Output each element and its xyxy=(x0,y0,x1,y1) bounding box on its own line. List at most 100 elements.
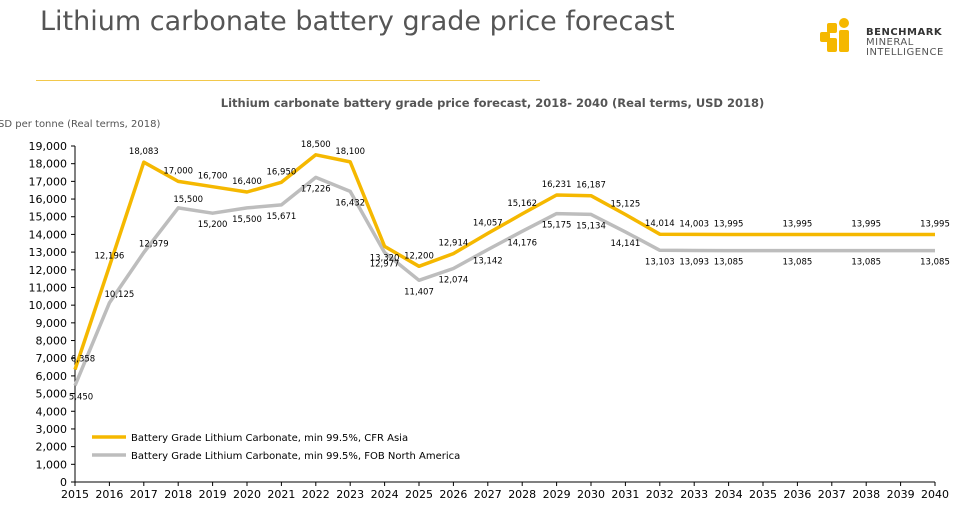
x-tick-label: 2038 xyxy=(852,488,880,501)
x-tick-label: 2032 xyxy=(646,488,674,501)
x-tick-label: 2039 xyxy=(887,488,915,501)
chart-legend: Battery Grade Lithium Carbonate, min 99.… xyxy=(92,433,460,462)
x-tick-label: 2040 xyxy=(921,488,949,501)
data-label: 13,320 xyxy=(370,253,400,263)
y-tick-label: 10,000 xyxy=(29,299,68,312)
y-tick-label: 3,000 xyxy=(36,423,68,436)
y-tick-label: 9,000 xyxy=(36,317,68,330)
benchmark-logo-icon xyxy=(820,18,849,52)
series-line-cfr-asia xyxy=(73,153,935,371)
data-label: 13,142 xyxy=(473,257,503,267)
data-label: 15,125 xyxy=(611,200,641,210)
x-tick-label: 2027 xyxy=(474,488,502,501)
legend-label-fob-na: Battery Grade Lithium Carbonate, min 99.… xyxy=(131,451,460,462)
y-tick-label: 16,000 xyxy=(29,193,68,206)
y-tick-label: 18,000 xyxy=(29,158,68,171)
data-label: 12,200 xyxy=(404,251,434,261)
series-lines xyxy=(73,153,935,387)
data-label: 13,995 xyxy=(920,220,950,230)
x-tick-label: 2022 xyxy=(302,488,330,501)
y-axis-ticks: 0 1,000 2,000 3,000 4,000 5,000 6,000 7,000 8,00… xyxy=(29,140,75,489)
y-tick-label: 14,000 xyxy=(29,228,68,241)
y-tick-label: 5,000 xyxy=(36,388,68,401)
data-label: 16,950 xyxy=(267,167,297,177)
data-label: 14,176 xyxy=(507,238,537,248)
data-label: 5,450 xyxy=(69,393,93,403)
y-tick-label: 2,000 xyxy=(36,441,68,454)
data-label: 15,500 xyxy=(232,215,262,225)
legend-label-cfr-asia: Battery Grade Lithium Carbonate, min 99.… xyxy=(131,433,408,444)
x-tick-label: 2030 xyxy=(577,488,605,501)
data-label: 18,100 xyxy=(335,147,365,157)
data-label: 16,400 xyxy=(232,177,262,187)
y-tick-label: 7,000 xyxy=(36,352,68,365)
title-divider xyxy=(36,80,540,81)
y-tick-label: 0 xyxy=(60,476,67,489)
data-label: 10,125 xyxy=(105,290,135,300)
data-label: 12,074 xyxy=(439,276,469,286)
data-label: 16,187 xyxy=(576,181,606,191)
data-label: 18,083 xyxy=(129,147,159,157)
y-tick-label: 6,000 xyxy=(36,370,68,383)
y-axis-label: SD per tonne (Real terms, 2018) xyxy=(0,119,160,130)
y-tick-label: 13,000 xyxy=(29,246,68,259)
data-label: 13,995 xyxy=(851,220,881,230)
slide-title: Lithium carbonate battery grade price fo… xyxy=(40,6,675,37)
data-label: 16,231 xyxy=(542,180,572,190)
x-tick-label: 2020 xyxy=(233,488,261,501)
data-label: 14,057 xyxy=(473,218,503,228)
x-tick-label: 2017 xyxy=(130,488,158,501)
logo-line-3: INTELLIGENCE xyxy=(866,47,944,58)
series-line-fob-na xyxy=(73,175,935,387)
data-label: 12,914 xyxy=(439,239,469,249)
data-label: 15,671 xyxy=(267,212,297,222)
data-label: 14,014 xyxy=(645,219,675,229)
x-tick-label: 2026 xyxy=(439,488,467,501)
data-label: 13,093 xyxy=(679,258,709,268)
data-label: 15,200 xyxy=(198,220,228,230)
x-tick-label: 2036 xyxy=(783,488,811,501)
y-tick-label: 15,000 xyxy=(29,211,68,224)
data-label: 18,500 xyxy=(301,140,331,150)
x-tick-label: 2023 xyxy=(336,488,364,501)
benchmark-logo: BENCHMARK MINERAL INTELLIGENCE xyxy=(818,16,958,68)
data-label: 12,979 xyxy=(139,240,169,250)
data-label: 6,358 xyxy=(71,355,95,365)
data-label: 15,162 xyxy=(507,199,537,209)
data-label: 13,085 xyxy=(783,258,813,268)
data-label: 13,995 xyxy=(714,220,744,230)
y-tick-label: 17,000 xyxy=(29,175,68,188)
data-label: 12,196 xyxy=(95,251,125,261)
x-tick-label: 2025 xyxy=(405,488,433,501)
x-tick-label: 2024 xyxy=(371,488,399,501)
data-label: 13,103 xyxy=(645,257,675,267)
data-label: 16,700 xyxy=(198,172,228,182)
data-label: 15,500 xyxy=(173,195,203,205)
y-tick-label: 1,000 xyxy=(36,458,68,471)
x-tick-label: 2029 xyxy=(543,488,571,501)
logo-line-2: MINERAL xyxy=(866,37,914,48)
data-label: 17,000 xyxy=(163,166,193,176)
x-axis-ticks: 2015 2016 2017 2018 2019 2020 2021 2022 2023 2024… xyxy=(61,482,949,501)
x-tick-label: 2021 xyxy=(267,488,295,501)
x-tick-label: 2018 xyxy=(164,488,192,501)
data-label: 13,085 xyxy=(714,258,744,268)
data-label: 12,977 xyxy=(370,260,400,270)
data-label: 13,085 xyxy=(920,258,950,268)
x-tick-label: 2031 xyxy=(611,488,639,501)
y-tick-label: 12,000 xyxy=(29,264,68,277)
x-tick-label: 2033 xyxy=(680,488,708,501)
data-label: 15,134 xyxy=(576,221,606,231)
y-tick-label: 4,000 xyxy=(36,405,68,418)
data-label: 15,175 xyxy=(542,221,572,231)
data-label: 16,432 xyxy=(335,198,365,208)
data-label: 11,407 xyxy=(404,287,434,297)
data-label: 14,003 xyxy=(679,219,709,229)
chart-title: Lithium carbonate battery grade price fo… xyxy=(220,96,765,110)
data-label: 14,141 xyxy=(611,239,641,249)
data-label: 13,995 xyxy=(783,220,813,230)
data-label: 13,085 xyxy=(851,258,881,268)
x-tick-label: 2015 xyxy=(61,488,89,501)
x-tick-label: 2019 xyxy=(199,488,227,501)
